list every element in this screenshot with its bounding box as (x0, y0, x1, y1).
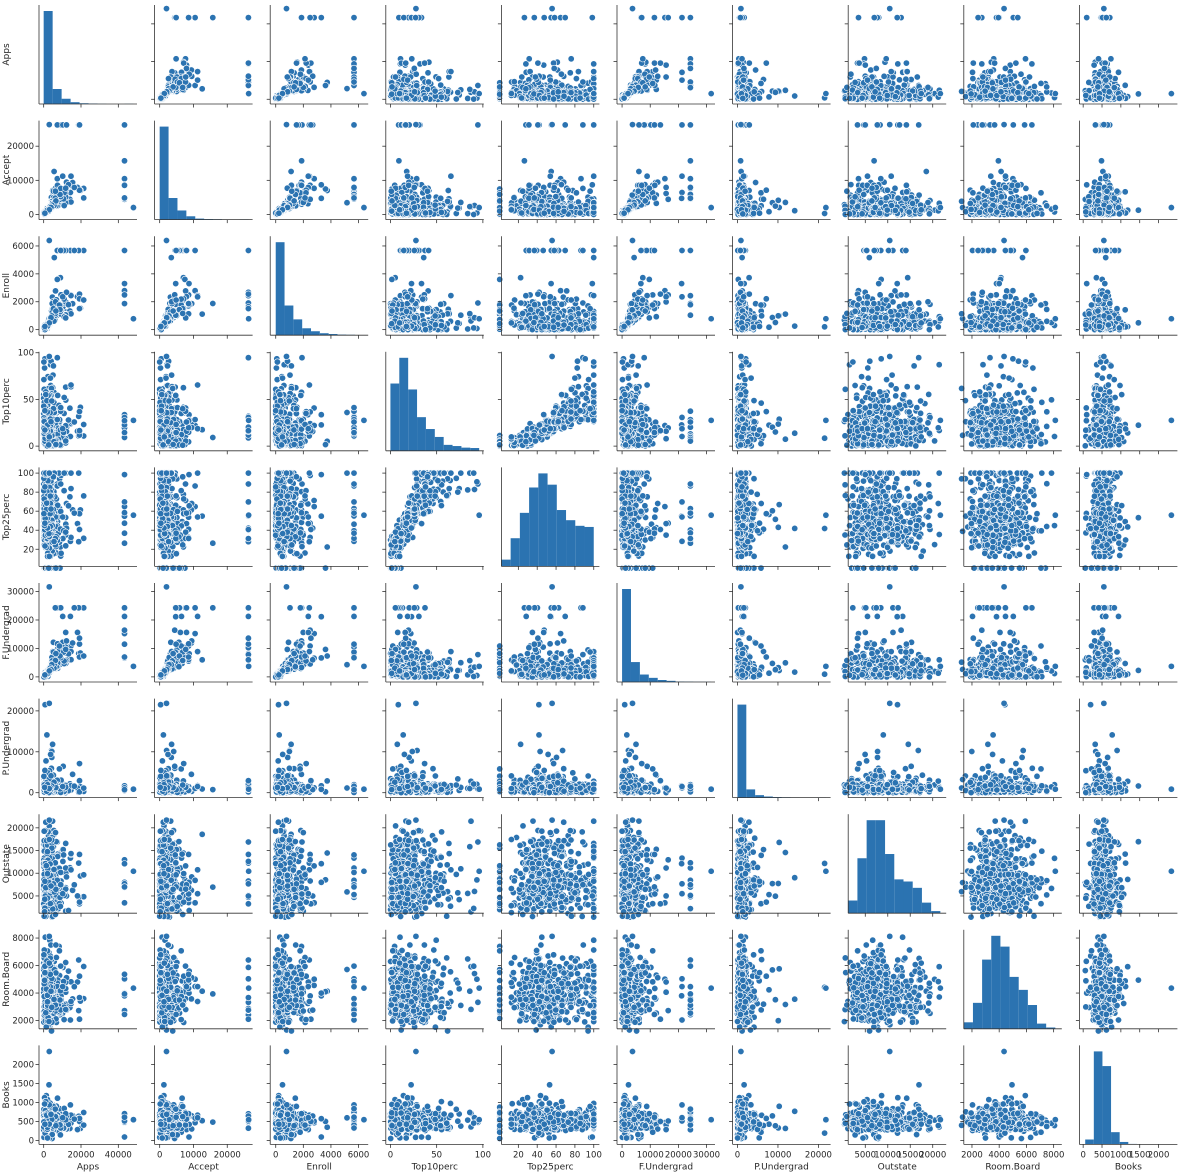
scatter-point (276, 95, 282, 101)
scatter-point (180, 84, 186, 90)
scatter-point (351, 79, 357, 85)
scatter-point (344, 85, 350, 91)
panel-Apps-vs-Apps (39, 5, 137, 108)
scatter-point (245, 73, 251, 79)
scatter-point (284, 74, 290, 80)
scatter-point (361, 90, 367, 96)
panel-Apps-vs-Accept (151, 5, 253, 108)
scatter-point (245, 60, 251, 66)
scatter-point (311, 84, 317, 90)
histogram-bar (44, 11, 53, 104)
scatter-point (183, 74, 189, 80)
scatter-point (245, 14, 251, 20)
scatter-point (210, 14, 216, 20)
scatter-point (199, 86, 205, 92)
scatter-point (245, 90, 251, 96)
panel-Apps-vs-Top10perc (382, 5, 484, 108)
scatter-point (183, 65, 189, 71)
scatter-point (351, 65, 357, 71)
scatter-point (192, 14, 198, 20)
scatter-point (302, 56, 308, 62)
scatter-point (173, 56, 179, 62)
scatter-point (351, 14, 357, 20)
histogram-bar (53, 89, 62, 104)
scatter-point (297, 71, 303, 77)
scatter-point (173, 14, 179, 20)
scatter-point (318, 14, 324, 20)
scatter-point (293, 60, 299, 66)
scatter-point (305, 77, 311, 83)
scatter-point (158, 95, 164, 101)
histogram-bar (62, 99, 71, 104)
scatter-point (185, 14, 191, 20)
scatter-point (322, 82, 328, 88)
scatter-point (194, 68, 200, 74)
scatter-point (194, 77, 200, 83)
scatter-point (307, 14, 313, 20)
scatter-point (283, 5, 289, 11)
scatter-point (165, 75, 171, 81)
panel-Apps-vs-Enroll (267, 5, 369, 108)
scatter-point (298, 14, 304, 20)
scatter-point (163, 5, 169, 11)
